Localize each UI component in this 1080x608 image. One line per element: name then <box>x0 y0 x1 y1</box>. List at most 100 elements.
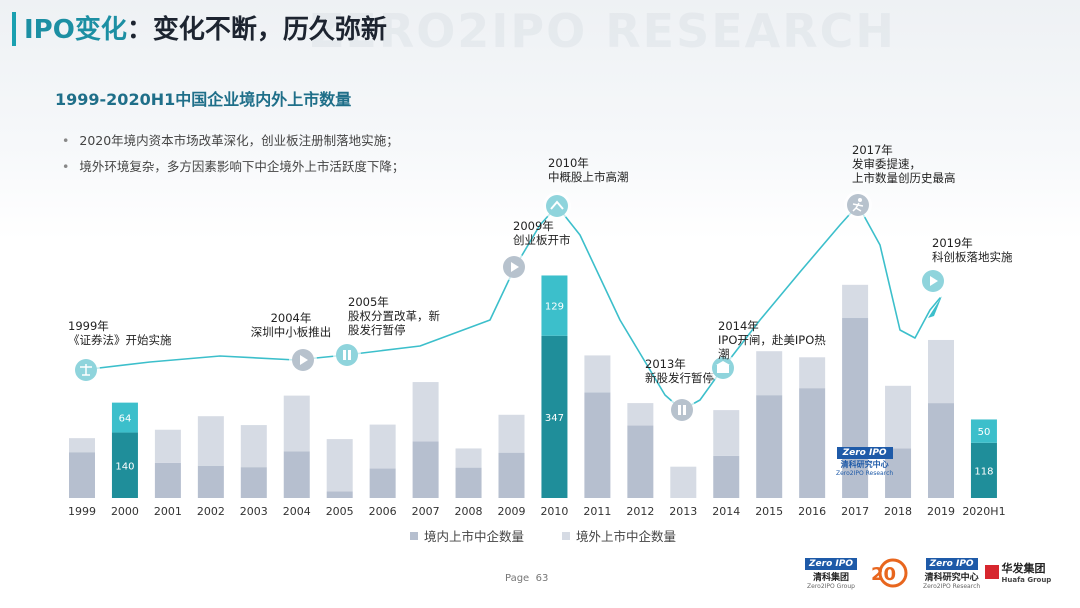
bar-domestic <box>326 491 353 498</box>
data-label-domestic: 347 <box>545 413 564 424</box>
legend-label: 境外上市中企数量 <box>576 529 677 544</box>
logo-cn: 清科研究中心 <box>924 573 979 583</box>
background-watermark: ZERO2IPO RESEARCH <box>310 4 896 58</box>
bar-overseas <box>369 424 396 469</box>
annotation-text: 2009年 <box>513 219 554 233</box>
play-glyph <box>930 276 938 286</box>
annotation-text: 潮 <box>718 347 730 361</box>
data-label-overseas: 129 <box>545 302 564 313</box>
x-tick-label: 2013 <box>669 505 697 518</box>
annotation-text: IPO开闸，赴美IPO热 <box>718 333 826 347</box>
bar-overseas <box>326 439 353 492</box>
annotation-text: 发审委提速， <box>852 157 921 171</box>
bar-domestic <box>541 335 568 498</box>
data-label-domestic: 118 <box>974 466 993 477</box>
logo-en: Huafa Group <box>1001 576 1052 584</box>
page-title: IPO变化：变化不断，历久弥新 <box>24 12 387 48</box>
legend-swatch <box>562 532 570 540</box>
annotation-text: 《证券法》开始实施 <box>68 333 172 347</box>
bar-overseas <box>885 385 912 449</box>
x-tick-label: 2000 <box>111 505 139 518</box>
legend-item-overseas: 境外上市中企数量 <box>562 526 676 545</box>
annotation-text: 2017年 <box>852 143 893 157</box>
annotation-text: 新股发行暂停 <box>645 371 714 385</box>
x-tick-label: 2008 <box>455 505 483 518</box>
zero2ipo-research-logo: Zero IPO 清科研究中心 Zero2IPO Research <box>923 558 980 590</box>
background-band <box>0 0 1080 240</box>
play-glyph <box>511 262 519 272</box>
data-label-overseas: 50 <box>978 427 991 438</box>
bar-domestic <box>756 395 783 498</box>
data-label-domestic: 140 <box>115 461 134 472</box>
data-label-overseas: 64 <box>119 414 132 425</box>
page-number: Page 63 <box>505 573 548 584</box>
bullet-text: 境外环境复杂，多方因素影响下中企境外上市活跃度下降； <box>79 159 405 174</box>
bar-domestic <box>283 451 310 498</box>
bar-domestic <box>627 425 654 498</box>
bar-overseas <box>928 339 954 404</box>
bar-domestic <box>240 467 267 498</box>
bullet-item: • 2020年境内资本市场改革深化，创业板注册制落地实施； <box>62 133 399 148</box>
legend-label: 境内上市中企数量 <box>424 529 525 544</box>
pause-icon <box>336 344 358 366</box>
bar-domestic <box>197 465 224 498</box>
x-tick-label: 2011 <box>583 505 611 518</box>
annotation-text: 中概股上市高潮 <box>548 170 629 184</box>
bar-overseas <box>584 355 611 393</box>
runner-body-glyph <box>852 202 864 212</box>
pause-glyph <box>678 405 681 415</box>
zero2ipo-group-logo: Zero IPO 清科集团 Zero2IPO Group <box>805 558 857 590</box>
logo-en: Zero2IPO Research <box>923 583 981 590</box>
bar-overseas <box>541 275 568 336</box>
bar-overseas <box>799 357 826 389</box>
bar-domestic <box>713 455 740 498</box>
x-tick-label: 1999 <box>68 505 96 518</box>
x-tick-label: 2002 <box>197 505 225 518</box>
title-accent-bar <box>12 12 16 46</box>
page-number-value: 63 <box>535 573 549 584</box>
chart-watermark-en: Zero2IPO Research <box>836 470 894 477</box>
pause-glyph <box>348 350 351 360</box>
annotation-text: 科创板落地实施 <box>932 250 1013 264</box>
x-tick-label: 2019 <box>927 505 955 518</box>
footer-logos: Zero IPO 清科集团 Zero2IPO Group 20 Zero IPO… <box>805 556 1075 596</box>
page-title-accent: IPO变化 <box>24 15 127 45</box>
annotation-text: 1999年 <box>68 319 109 333</box>
bar-overseas <box>455 448 482 468</box>
trend-arrow <box>928 296 942 318</box>
bar-overseas <box>111 402 138 433</box>
annotation-text: 上市数量创历史最高 <box>852 171 956 185</box>
bar-domestic <box>154 462 181 498</box>
x-tick-label: 2006 <box>369 505 397 518</box>
page-label: Page <box>505 573 530 584</box>
bar-overseas <box>670 466 697 498</box>
huafa-group-logo: 华发集团 Huafa Group <box>985 560 1051 584</box>
x-tick-label: 2009 <box>498 505 526 518</box>
peak-glyph <box>550 200 564 210</box>
bar-overseas <box>283 395 310 452</box>
logo-brand: Zero IPO <box>805 558 857 570</box>
bullet-item: • 境外环境复杂，多方因素影响下中企境外上市活跃度下降； <box>62 159 405 174</box>
play-glyph <box>300 355 308 365</box>
x-tick-label: 2004 <box>283 505 311 518</box>
bar-overseas <box>498 414 525 453</box>
logo-brand: Zero IPO <box>925 558 978 570</box>
anniversary-text: 20 <box>871 564 896 585</box>
logo-cn: 华发集团 <box>1001 562 1046 575</box>
pause-glyph <box>683 405 686 415</box>
huafa-icon <box>985 565 999 579</box>
bar-domestic <box>111 432 138 498</box>
bar-domestic <box>412 441 439 498</box>
chart-title: 1999-2020H1中国企业境内外上市数量 <box>55 90 352 109</box>
building-roof-glyph <box>716 361 730 365</box>
bar-domestic <box>842 318 869 498</box>
pause-icon <box>671 399 693 421</box>
x-tick-label: 2003 <box>240 505 268 518</box>
pause-glyph <box>343 350 346 360</box>
x-tick-label: 2015 <box>755 505 783 518</box>
bar-overseas <box>756 351 783 396</box>
x-tick-label: 2018 <box>884 505 912 518</box>
peak-icon <box>546 195 568 217</box>
legend-item-domestic: 境内上市中企数量 <box>410 526 524 545</box>
